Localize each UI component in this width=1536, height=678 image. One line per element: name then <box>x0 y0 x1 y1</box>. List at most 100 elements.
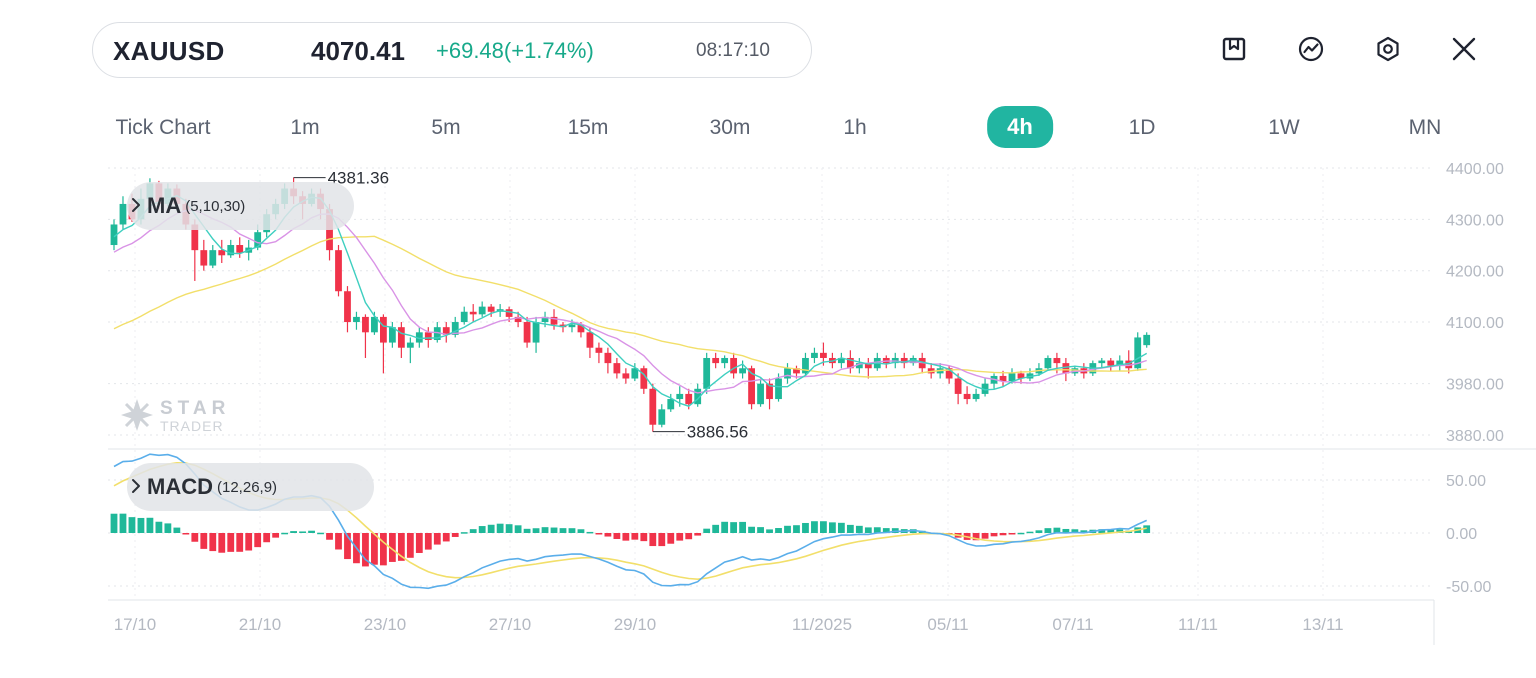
macd-histogram-bar <box>631 533 639 540</box>
candle-body <box>110 224 118 246</box>
ma-name: MA <box>147 193 182 218</box>
bookmark-button[interactable] <box>1217 32 1251 66</box>
macd-axis-label: -50.00 <box>1446 579 1491 596</box>
macd-histogram-bar <box>469 529 477 533</box>
ma-indicator-pill[interactable]: MA (5,10,30) <box>127 182 354 230</box>
candle-body <box>191 224 199 251</box>
date-axis-label: 27/10 <box>489 615 532 634</box>
watermark-bottom: TRADER <box>160 418 224 434</box>
tab-4h[interactable]: 4h <box>987 106 1053 148</box>
macd-histogram-bar <box>496 523 504 533</box>
candle-body <box>424 332 432 341</box>
candle-body <box>1134 337 1142 369</box>
macd-histogram-bar <box>568 528 576 533</box>
macd-histogram-bar <box>748 526 755 533</box>
tab-mn[interactable]: MN <box>1408 116 1442 139</box>
macd-histogram-bar <box>146 517 154 533</box>
tab-1d[interactable]: 1D <box>1128 116 1156 139</box>
macd-histogram-bar <box>344 533 351 560</box>
macd-histogram-bar <box>604 533 612 537</box>
price-axis-label: 4400.00 <box>1446 161 1504 178</box>
tab-1h[interactable]: 1h <box>843 116 867 139</box>
candle-body <box>945 368 953 379</box>
candle-body <box>757 383 764 405</box>
macd-histogram-bar <box>299 531 306 533</box>
candle-body <box>1143 334 1151 346</box>
tab-1w[interactable]: 1W <box>1268 116 1300 139</box>
candle-body <box>1125 360 1133 369</box>
ma-params: (5,10,30) <box>185 197 246 215</box>
macd-axis-label: 0.00 <box>1446 526 1477 543</box>
candle-body <box>900 357 908 364</box>
candle-body <box>119 203 127 225</box>
candle-body <box>1107 360 1115 366</box>
candle-body <box>820 352 827 358</box>
candle-body <box>415 332 423 343</box>
macd-indicator-pill[interactable]: MACD (12,26,9) <box>127 463 374 511</box>
watermark: STAR TRADER <box>120 398 240 438</box>
macd-histogram-bar <box>487 524 495 533</box>
watermark-top: STAR <box>160 398 231 419</box>
macd-histogram-bar <box>802 522 809 533</box>
macd-histogram-bar <box>110 513 118 533</box>
timeframe-bar: Tick Chart 1m 5m 15m 30m 1h 4h 1D 1W MN <box>0 104 1536 152</box>
macd-histogram-bar <box>811 521 818 533</box>
candle-body <box>397 327 405 348</box>
macd-histogram-bar <box>846 524 854 533</box>
low-annotation: 3886.56 <box>687 423 748 442</box>
macd-histogram-bar <box>640 533 648 542</box>
ma30-line <box>113 235 1147 378</box>
candle-body <box>1098 360 1106 364</box>
macd-histogram-bar <box>451 533 459 537</box>
candle-body <box>748 368 755 405</box>
candle-body <box>371 316 378 333</box>
candle-body <box>514 316 522 323</box>
candle-body <box>595 347 603 353</box>
candle-body <box>586 332 594 348</box>
candle-body <box>730 357 738 374</box>
macd-histogram-bar <box>173 527 181 533</box>
indicator-button[interactable] <box>1294 32 1328 66</box>
candle-body <box>460 311 468 323</box>
candle-body <box>837 357 845 364</box>
settings-button[interactable] <box>1371 32 1405 66</box>
candle-body <box>335 250 342 292</box>
macd-histogram-bar <box>685 533 693 540</box>
macd-histogram-bar <box>245 533 253 551</box>
macd-histogram-bar <box>541 527 549 533</box>
macd-histogram-bar <box>227 533 235 552</box>
macd-histogram-bar <box>532 528 540 533</box>
candle-body <box>855 363 863 369</box>
macd-histogram-bar <box>766 529 773 533</box>
star-logo-icon <box>121 399 153 431</box>
tab-5m[interactable]: 5m <box>431 116 461 139</box>
candle-body <box>451 322 459 335</box>
macd-histogram-bar <box>523 528 531 533</box>
chart-grid <box>108 167 1536 645</box>
candle-body <box>227 245 235 256</box>
date-axis-label: 21/10 <box>239 615 282 634</box>
tab-tick-chart[interactable]: Tick Chart <box>115 116 211 139</box>
macd-histogram-bar <box>505 524 513 533</box>
high-annotation: 4381.36 <box>328 169 389 188</box>
tab-30m[interactable]: 30m <box>709 116 751 139</box>
time-label: 08:17:10 <box>696 40 770 61</box>
date-axis-label: 07/11 <box>1052 615 1093 634</box>
macd-histogram-bar <box>209 533 217 552</box>
chart-area[interactable]: 4400.00 4300.00 4200.00 4100.00 3980.00 3880.… <box>0 150 1536 650</box>
chevron-right-icon <box>132 198 140 212</box>
macd-histogram-bar <box>1062 528 1070 533</box>
tab-1m[interactable]: 1m <box>290 116 320 139</box>
macd-histogram-bar <box>326 533 333 540</box>
candle-body <box>1062 363 1070 374</box>
macd-histogram-bar <box>793 525 800 533</box>
macd-histogram-bar <box>128 517 136 533</box>
macd-histogram-bar <box>1017 532 1025 535</box>
bookmark-icon <box>1222 37 1246 61</box>
macd-histogram-bar <box>622 533 630 541</box>
candle-body <box>353 316 360 323</box>
candle-body <box>712 357 720 364</box>
tab-15m[interactable]: 15m <box>567 116 609 139</box>
candle-body <box>658 409 666 425</box>
close-button[interactable] <box>1447 32 1481 66</box>
